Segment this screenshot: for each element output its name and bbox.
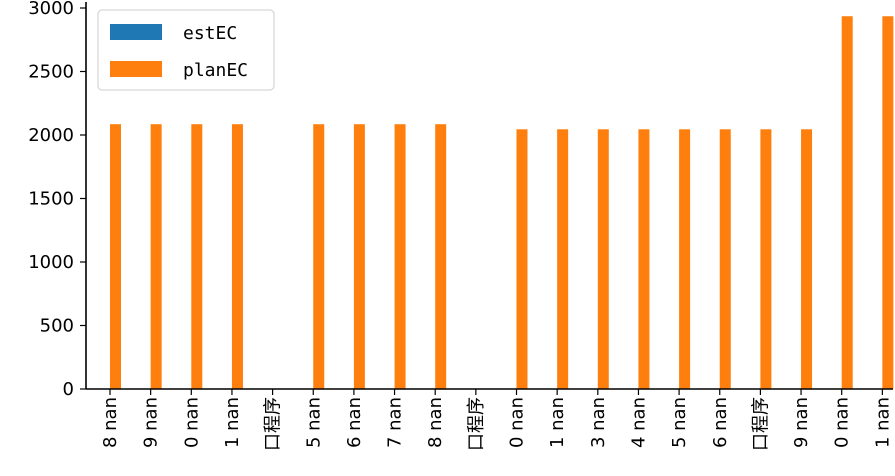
bar-planec-5 [313, 124, 325, 390]
bar-planec-15 [719, 129, 731, 390]
x-tick-label: 0 nan [181, 397, 202, 448]
legend: estEC planEC [97, 9, 275, 91]
bar-planec-7 [394, 124, 406, 390]
bars-group [110, 16, 894, 390]
bar-planec-3 [231, 124, 243, 390]
x-tick-label: 4 nan [628, 397, 649, 448]
x-tick-label: 口程序 [750, 397, 771, 451]
y-tick-label: 1500 [28, 189, 74, 210]
x-tick-label: 5 nan [669, 397, 690, 448]
bar-planec-8 [435, 124, 447, 390]
x-tick-group: 8 nan 9 nan 0 nan 1 nan 口程序 5 nan 6 nan 7 nan 8 … [100, 389, 893, 451]
bar-planec-14 [679, 129, 691, 390]
x-tick-label: 8 nan [425, 397, 446, 448]
y-tick-label: 0 [63, 379, 74, 400]
legend-label-planec: planEC [183, 60, 248, 81]
bar-planec-17 [801, 129, 813, 390]
bar-planec-6 [353, 124, 365, 390]
x-tick-label: 0 nan [507, 397, 528, 448]
x-tick-label: 1 nan [547, 397, 568, 448]
y-tick-label: 1000 [28, 252, 74, 273]
y-tick-label: 3000 [28, 0, 74, 19]
x-tick-label: 1 nan [872, 397, 893, 448]
x-tick-label: 口程序 [263, 397, 284, 451]
bar-planec-11 [557, 129, 569, 390]
x-tick-label: 3 nan [588, 397, 609, 448]
bar-planec-12 [597, 129, 609, 390]
x-tick-label: 8 nan [100, 397, 121, 448]
bar-planec-16 [760, 129, 772, 390]
legend-label-estec: estEC [183, 23, 237, 44]
x-tick-label: 7 nan [385, 397, 406, 448]
legend-swatch-estec [110, 24, 162, 40]
axes-group [85, 2, 893, 390]
x-tick-label: 9 nan [141, 397, 162, 448]
y-tick-group: 0 500 1000 1500 2000 2500 3000 [28, 0, 86, 400]
x-tick-label: 9 nan [791, 397, 812, 448]
y-tick-label: 500 [40, 316, 74, 337]
x-tick-label: 0 nan [832, 397, 853, 448]
x-tick-label: 6 nan [710, 397, 731, 448]
bar-planec-13 [638, 129, 650, 390]
x-tick-label: 口程序 [466, 397, 487, 451]
bar-planec-0 [110, 124, 121, 390]
bar-planec-10 [516, 129, 528, 390]
x-tick-label: 1 nan [222, 397, 243, 448]
legend-swatch-planec [110, 61, 162, 77]
bar-planec-2 [191, 124, 203, 390]
x-tick-label: 6 nan [344, 397, 365, 448]
y-tick-label: 2500 [28, 62, 74, 83]
y-tick-label: 2000 [28, 125, 74, 146]
bar-planec-19 [882, 16, 894, 389]
bar-planec-1 [150, 124, 162, 390]
x-tick-label: 5 nan [303, 397, 324, 448]
bar-planec-18 [841, 16, 853, 389]
